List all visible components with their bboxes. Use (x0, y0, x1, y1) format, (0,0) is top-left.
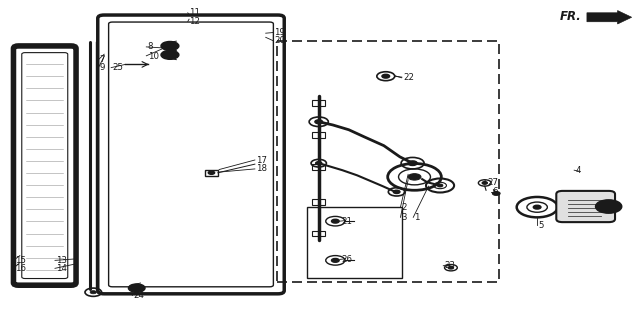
Text: 8: 8 (148, 42, 153, 52)
Bar (312, 199, 325, 204)
Circle shape (438, 184, 443, 187)
Circle shape (533, 205, 541, 209)
Circle shape (482, 182, 487, 184)
Text: 2: 2 (402, 203, 407, 212)
Circle shape (161, 42, 179, 50)
Bar (205, 170, 218, 176)
Bar (312, 164, 325, 170)
Circle shape (408, 174, 421, 180)
Text: 7: 7 (100, 55, 105, 64)
FancyBboxPatch shape (556, 191, 615, 222)
Circle shape (449, 267, 454, 269)
Text: 4: 4 (575, 166, 581, 175)
Circle shape (208, 171, 214, 174)
Text: 3: 3 (402, 213, 407, 222)
Circle shape (161, 50, 179, 59)
Text: 21: 21 (341, 217, 352, 226)
Bar (312, 100, 325, 106)
Text: 20: 20 (274, 36, 285, 45)
Text: 15: 15 (15, 256, 26, 265)
Text: 1: 1 (415, 213, 420, 222)
Text: 13: 13 (56, 256, 67, 265)
Circle shape (596, 200, 621, 213)
Text: 22: 22 (403, 73, 414, 82)
Bar (312, 231, 325, 236)
Circle shape (408, 161, 417, 165)
Text: 10: 10 (148, 52, 159, 61)
Text: 14: 14 (56, 264, 67, 273)
Bar (312, 132, 325, 138)
Circle shape (332, 219, 339, 223)
Text: 23: 23 (445, 261, 456, 270)
Circle shape (90, 291, 97, 294)
Circle shape (316, 162, 322, 165)
Text: FR.: FR. (559, 10, 581, 23)
Circle shape (382, 74, 390, 78)
Circle shape (492, 192, 500, 196)
Text: 12: 12 (189, 17, 200, 26)
Bar (276, 41, 499, 282)
Circle shape (129, 284, 145, 292)
Text: 6: 6 (492, 188, 498, 196)
Text: 18: 18 (256, 164, 267, 173)
Text: 24: 24 (134, 291, 145, 300)
Text: 26: 26 (341, 255, 352, 264)
Bar (307, 207, 402, 278)
Text: 25: 25 (113, 63, 124, 72)
Circle shape (332, 259, 339, 262)
Circle shape (394, 190, 400, 194)
Text: 17: 17 (256, 156, 267, 164)
Text: 11: 11 (189, 8, 200, 17)
Circle shape (315, 120, 323, 124)
Text: 16: 16 (15, 264, 26, 273)
FancyArrow shape (587, 11, 632, 24)
Text: 9: 9 (100, 63, 105, 72)
Text: 5: 5 (538, 221, 544, 230)
Text: 19: 19 (274, 28, 285, 37)
Text: 27: 27 (487, 178, 499, 187)
